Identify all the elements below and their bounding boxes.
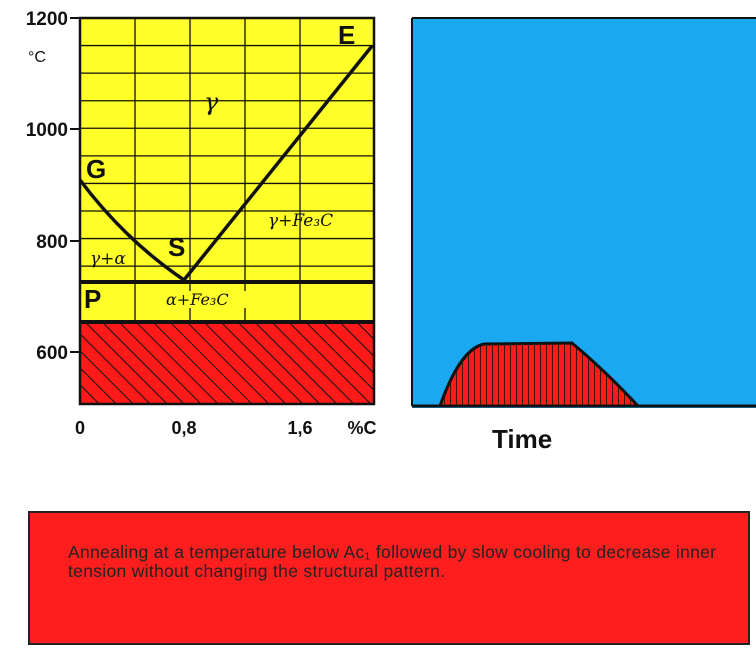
y-tick-label: 1200	[26, 9, 68, 30]
caption-text: Annealing at a temperature below Ac₁ fol…	[68, 542, 717, 581]
annealing-cycle-curve	[437, 341, 642, 408]
point-s-label: S	[168, 232, 185, 262]
y-axis-unit: °C	[28, 49, 46, 66]
x-axis-ticks: 0 0,8 1,6 %C	[75, 418, 377, 438]
time-axis-label: Time	[492, 424, 553, 454]
y-tick-label: 600	[36, 343, 68, 364]
annealing-temperature-band	[80, 322, 374, 404]
time-chart	[411, 17, 756, 408]
region-alpha-fe3c-label: α+Fe₃C	[166, 290, 229, 309]
x-tick-label: 0	[75, 418, 85, 438]
annealing-diagram: 1200 1000 800 600 °C 0 0,8 1,6 %C E G S P γ γ+…	[26, 9, 756, 438]
region-gamma-fe3c-label: γ+Fe₃C	[268, 211, 333, 231]
y-axis-ticks: 1200 1000 800 600	[26, 9, 80, 364]
phase-diagram: 1200 1000 800 600 °C 0 0,8 1,6 %C E G S P γ γ+…	[26, 9, 377, 438]
x-tick-label: 1,6	[287, 418, 312, 438]
gs-line	[78, 178, 185, 282]
diagram-frame	[78, 16, 376, 406]
se-line	[182, 44, 374, 282]
region-gamma-label: γ	[204, 88, 219, 116]
x-tick-label: 0,8	[171, 418, 196, 438]
x-tick-label: %C	[347, 418, 376, 438]
y-tick-label: 800	[36, 232, 68, 253]
y-tick-label: 1000	[26, 120, 68, 141]
point-p-label: P	[84, 284, 101, 314]
label-backdrop	[164, 291, 256, 308]
point-g-label: G	[86, 154, 106, 184]
time-chart-background	[412, 18, 756, 408]
point-e-label: E	[338, 20, 355, 50]
caption-box: Annealing at a temperature below Ac₁ fol…	[28, 511, 750, 645]
region-gamma-alpha-label: γ+α	[90, 249, 126, 269]
